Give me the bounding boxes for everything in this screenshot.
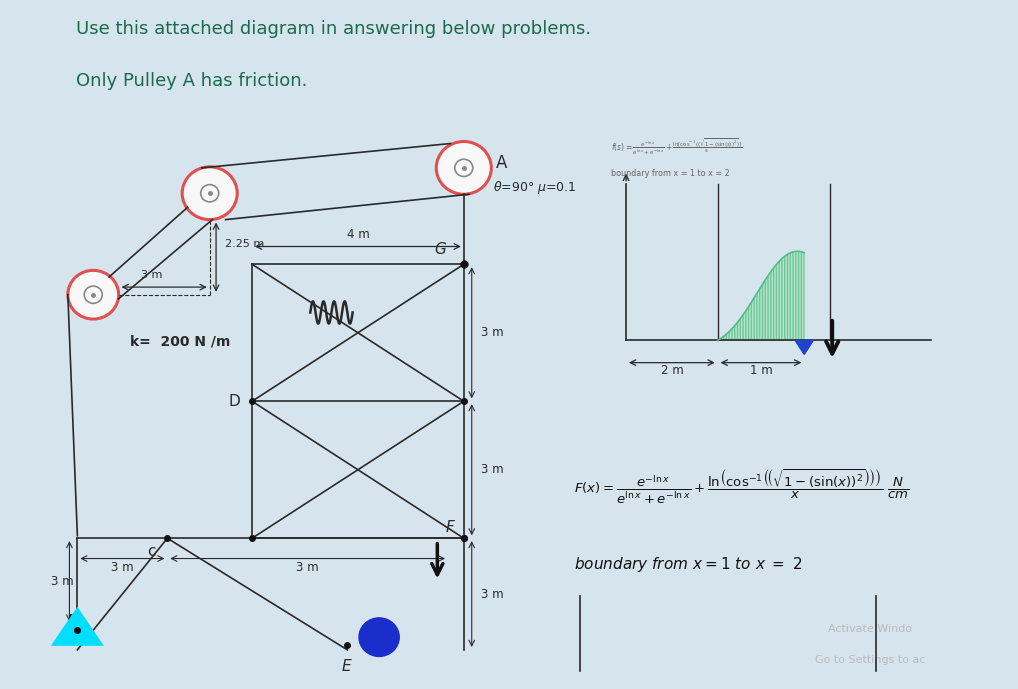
Text: Only Pulley A has friction.: Only Pulley A has friction. xyxy=(76,72,307,90)
Text: B: B xyxy=(67,613,79,631)
Circle shape xyxy=(68,270,119,319)
Text: c: c xyxy=(148,544,156,559)
Text: Activate Windo: Activate Windo xyxy=(829,624,912,634)
Text: F: F xyxy=(445,520,454,535)
Text: 3 m: 3 m xyxy=(51,575,73,588)
Text: 2.25 m: 2.25 m xyxy=(225,239,264,249)
Text: $f(s)=\frac{e^{-\ln x}}{e^{\ln x}+e^{-\ln x}}+\frac{\ln[\cos^{-1}((\sqrt{1-(\sin: $f(s)=\frac{e^{-\ln x}}{e^{\ln x}+e^{-\l… xyxy=(611,136,742,157)
Text: 2 m: 2 m xyxy=(661,364,683,377)
Text: $F(x) = \dfrac{e^{-\ln x}}{e^{\ln x}+e^{-\ln x}} + \dfrac{\ln\!\left(\cos^{-1}\!: $F(x) = \dfrac{e^{-\ln x}}{e^{\ln x}+e^{… xyxy=(574,469,909,506)
Text: D: D xyxy=(228,394,240,409)
Text: 3 m: 3 m xyxy=(296,562,319,574)
Text: G: G xyxy=(435,242,447,257)
Text: E: E xyxy=(342,659,351,674)
Circle shape xyxy=(359,618,399,657)
Text: $\theta$=90° $\mu$=0.1: $\theta$=90° $\mu$=0.1 xyxy=(493,178,576,196)
Text: $boundary\ from\ x=1\ to\ x\ =\ 2$: $boundary\ from\ x=1\ to\ x\ =\ 2$ xyxy=(574,555,803,575)
Text: boundary from x = 1 to x = 2: boundary from x = 1 to x = 2 xyxy=(611,169,730,178)
Text: 3 m: 3 m xyxy=(111,562,133,574)
Text: 3 m: 3 m xyxy=(480,327,503,339)
Circle shape xyxy=(182,167,237,220)
Circle shape xyxy=(437,141,492,194)
Text: Use this attached diagram in answering below problems.: Use this attached diagram in answering b… xyxy=(76,20,591,38)
Text: k=  200 N /m: k= 200 N /m xyxy=(130,334,231,349)
Text: 3 m: 3 m xyxy=(140,271,162,280)
Text: Go to Settings to ac: Go to Settings to ac xyxy=(815,655,925,665)
Polygon shape xyxy=(51,607,104,646)
Text: 4 m: 4 m xyxy=(346,228,370,241)
Polygon shape xyxy=(795,340,813,354)
Text: 3 m: 3 m xyxy=(480,588,503,601)
Text: 1 m: 1 m xyxy=(749,364,773,377)
Text: A: A xyxy=(496,154,507,172)
Text: 3 m: 3 m xyxy=(480,463,503,476)
